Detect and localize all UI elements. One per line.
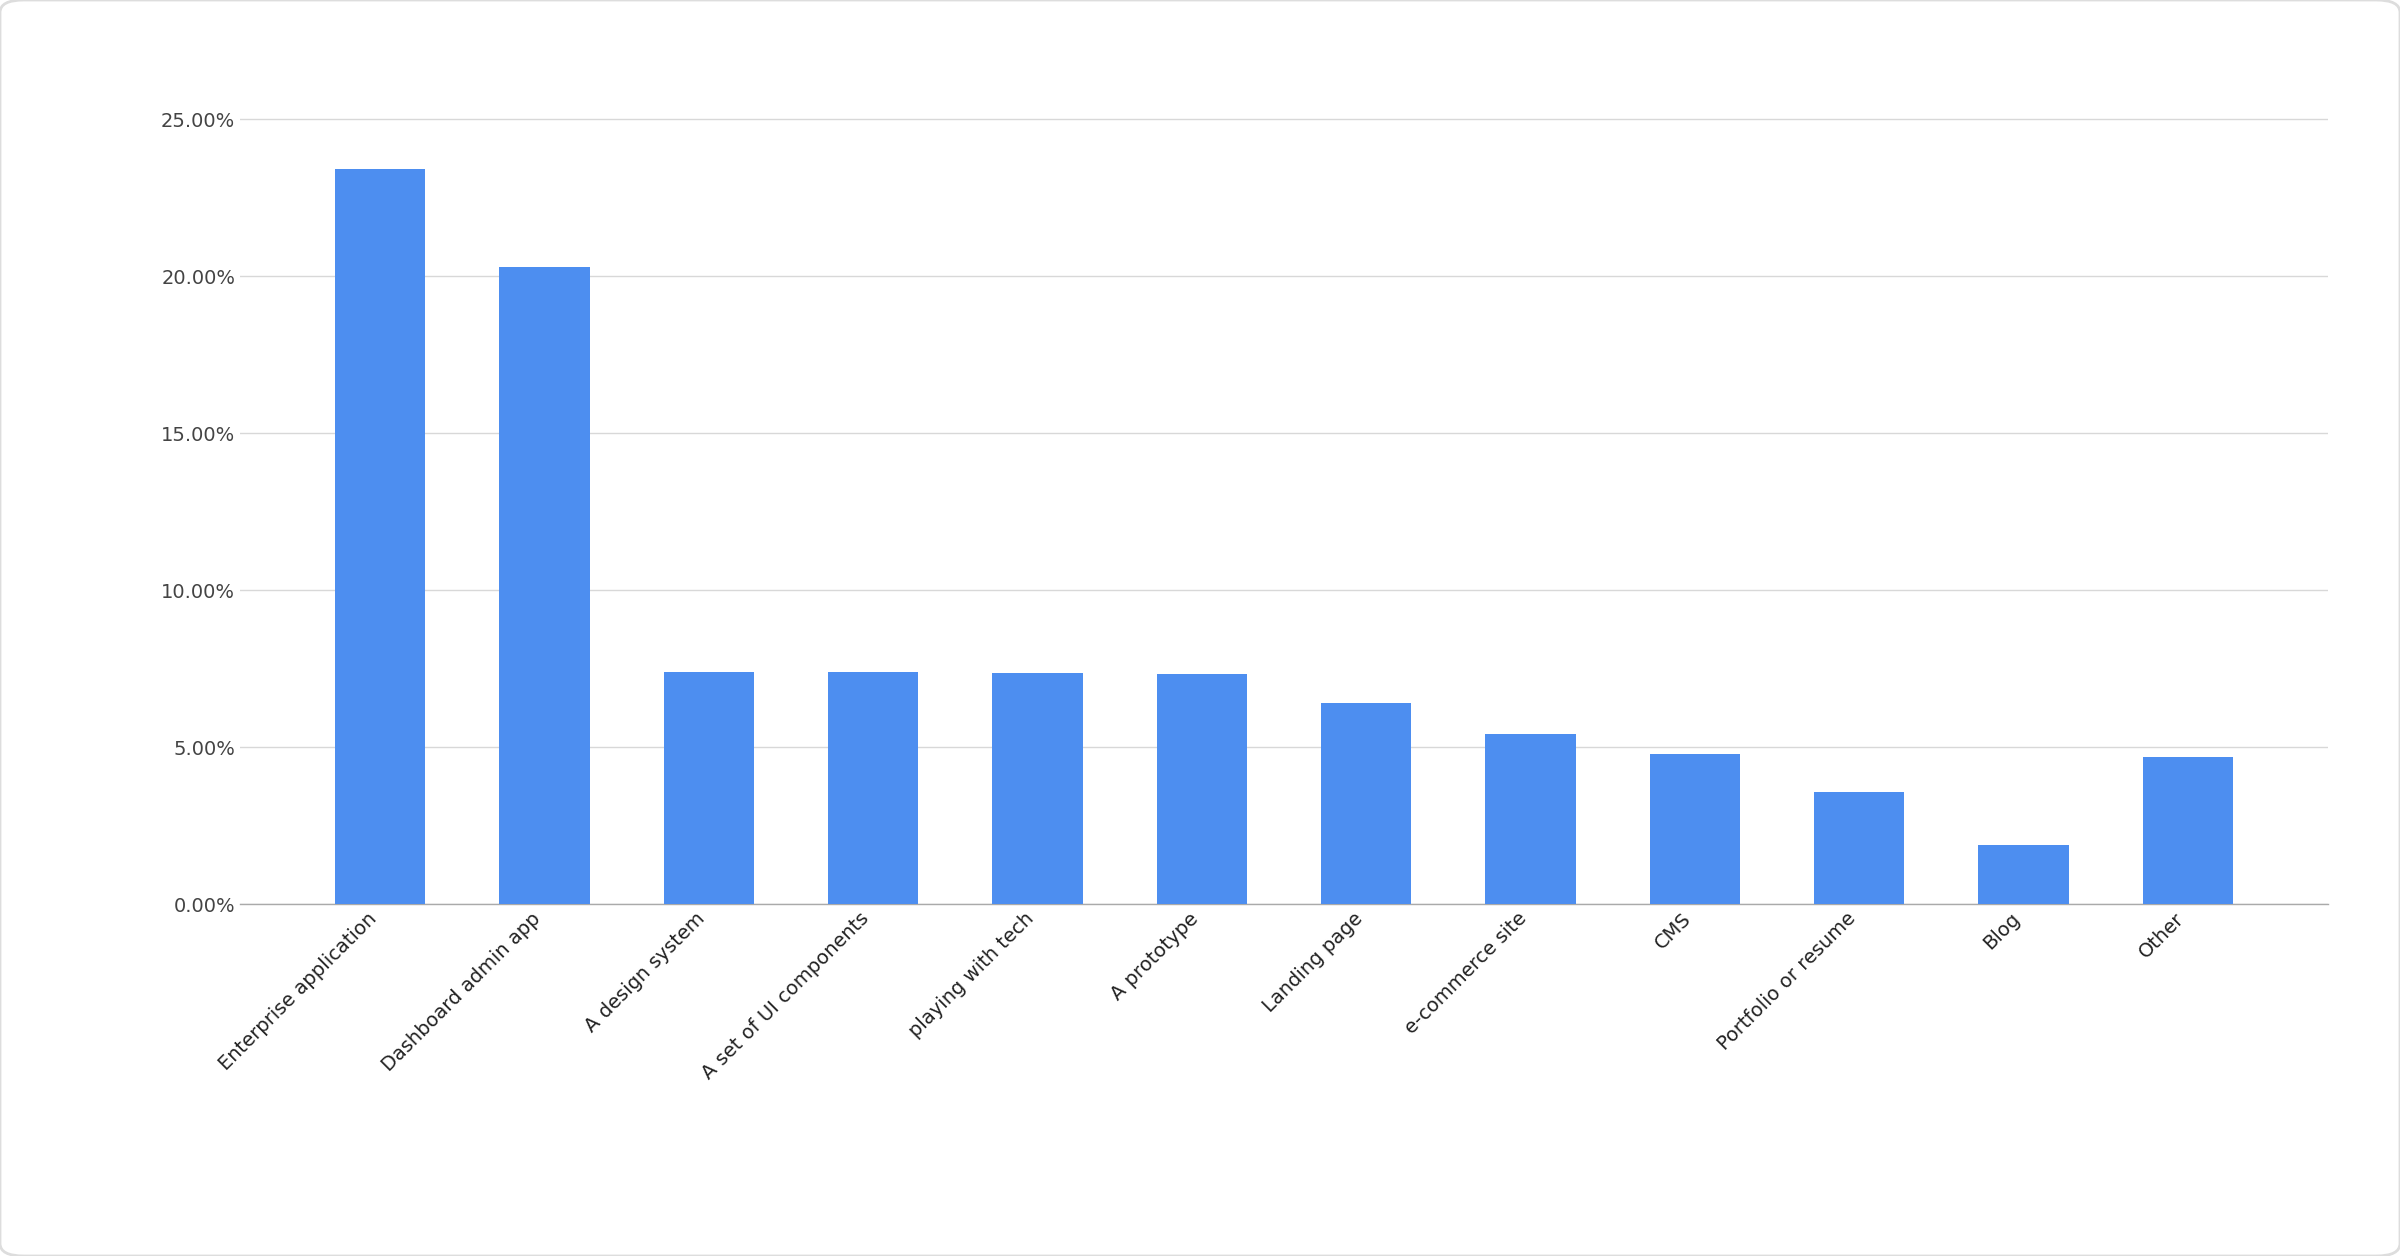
- Bar: [662, 672, 754, 904]
- Bar: [1486, 735, 1577, 904]
- Bar: [1978, 845, 2069, 904]
- Bar: [1320, 703, 1411, 904]
- Bar: [336, 168, 425, 904]
- Bar: [1157, 673, 1248, 904]
- Bar: [2143, 757, 2232, 904]
- Bar: [991, 673, 1082, 904]
- Bar: [1814, 791, 1906, 904]
- Bar: [499, 266, 590, 904]
- Bar: [828, 672, 919, 904]
- Bar: [1649, 754, 1740, 904]
